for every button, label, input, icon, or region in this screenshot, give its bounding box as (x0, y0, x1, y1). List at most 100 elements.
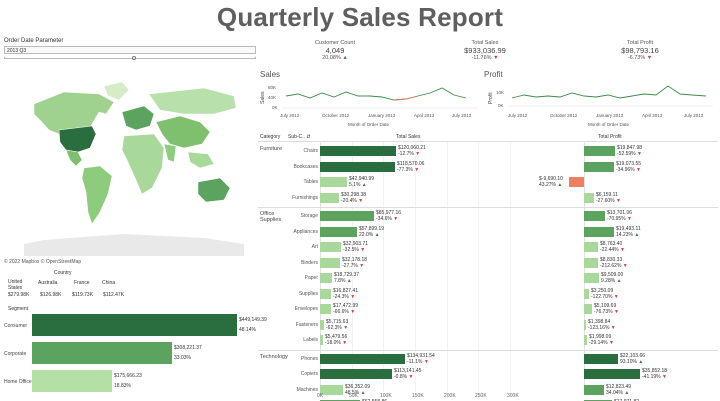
map-russia[interactable] (148, 87, 237, 115)
subcategory-label: Phones (301, 355, 318, 362)
sales-value: $30,298.38 (341, 191, 367, 198)
segment-bar[interactable] (32, 370, 112, 392)
sales-bar[interactable] (320, 384, 343, 395)
sales-bar[interactable] (320, 161, 395, 172)
trend-charts[interactable]: Sales 80K 40K 0K July 2012 October 2012 … (258, 80, 720, 130)
kpi-total-sales-value: $933,036.99 (464, 46, 506, 55)
segment-percent: 33.03% (174, 355, 191, 361)
profit-bar[interactable] (584, 242, 598, 252)
arrow-down-icon: ▼ (613, 293, 619, 300)
parameter-slider[interactable]: ‹ › (4, 55, 256, 61)
segment-header: Segment (8, 306, 29, 312)
map-africa[interactable] (121, 133, 165, 195)
header-total-profit: Total Profit (598, 134, 622, 140)
profit-label: $8,830.33 -212.62% ▼ (600, 257, 628, 269)
segment-bar[interactable] (32, 314, 237, 336)
sales-value: $5,479.56 (325, 334, 348, 340)
parameter-select[interactable]: 2013 Q3 (4, 46, 256, 54)
profit-label: $1,998.09 -29.14% ▼ (589, 334, 614, 346)
profit-bar[interactable] (584, 257, 598, 268)
sales-change: -62.3% (326, 324, 344, 331)
sales-bar[interactable] (320, 319, 324, 330)
category-table: Furniture Chairs $120,060.21 -12.7% ▼ $19,84… (258, 142, 720, 401)
map-south-america[interactable] (81, 165, 113, 225)
sales-bar[interactable] (320, 226, 357, 237)
sales-line (285, 87, 467, 101)
sales-bar[interactable] (320, 146, 396, 156)
sales-bar[interactable] (320, 257, 340, 268)
sales-value: $18,729.37 (334, 272, 360, 278)
subcategory-label: Binders (301, 259, 318, 266)
subcategory-label: Envelopes (294, 306, 318, 312)
profit-bar[interactable] (569, 177, 584, 187)
map-greenland[interactable] (103, 81, 130, 101)
sales-xtick-4: July 2013 (452, 113, 472, 118)
sales-label: $36,352.09 48.5% ▲ (345, 384, 370, 396)
map-mexico[interactable] (65, 149, 83, 167)
map-united-states[interactable] (58, 125, 97, 153)
sales-bar[interactable] (320, 177, 347, 187)
map-europe[interactable] (121, 105, 155, 131)
sales-bar[interactable] (320, 242, 341, 252)
sales-change: -18.0% (325, 340, 343, 346)
kpi-total-profit-label: Total Profit (627, 40, 653, 46)
slider-prev-icon[interactable]: ‹ (4, 55, 6, 61)
sales-bar[interactable] (320, 273, 332, 283)
profit-bar[interactable] (584, 273, 599, 283)
profit-bar[interactable] (584, 384, 604, 395)
profit-change: 43.27% (539, 182, 558, 188)
sales-bar[interactable] (320, 304, 331, 314)
header-subcategory[interactable]: Sub-C.. ⇵ (288, 134, 311, 140)
profit-bar[interactable] (584, 226, 614, 237)
profit-value: $6,159.11 (596, 191, 618, 198)
sales-change: -0.8% (394, 374, 409, 380)
segment-bar[interactable] (32, 342, 172, 364)
profit-bar[interactable] (584, 353, 618, 364)
profit-value: $12,823.49 (606, 383, 632, 390)
profit-bar[interactable] (584, 369, 640, 379)
sales-value: $5,715.63 (326, 318, 349, 325)
subcategory-label: Copiers (300, 371, 318, 377)
subcategory-label: Paper (304, 275, 318, 281)
arrow-up-icon: ▲ (616, 278, 622, 284)
country-header: Country (54, 270, 72, 276)
profit-change: -122.70% (591, 293, 614, 300)
sales-bar[interactable] (320, 211, 374, 221)
sales-bar[interactable] (320, 353, 405, 364)
map-australia[interactable] (197, 177, 231, 203)
sales-bar[interactable] (320, 335, 323, 345)
arrow-up-icon: ▲ (342, 55, 348, 61)
map-antarctica (24, 234, 244, 256)
sort-icon[interactable]: ⇵ (306, 134, 311, 140)
kpi-customer-count-value: 4,049 (325, 46, 345, 55)
profit-bar[interactable] (584, 319, 586, 330)
sales-bar[interactable] (320, 369, 392, 379)
map-india[interactable] (163, 143, 177, 163)
profit-value: $19,847.98 (617, 145, 643, 151)
axis-tick: 150K (412, 393, 424, 399)
sales-xtick-3: April 2013 (414, 113, 435, 118)
slider-handle[interactable] (132, 56, 136, 60)
world-map[interactable] (4, 64, 256, 264)
profit-bar[interactable] (584, 335, 587, 345)
profit-xtick-2: January 2013 (596, 113, 624, 118)
sales-bar[interactable] (320, 288, 331, 299)
arrow-down-icon: ▼ (408, 374, 414, 380)
sales-change: 22.0% (359, 231, 375, 238)
arrow-down-icon: ▼ (637, 151, 642, 157)
profit-bar[interactable] (584, 146, 615, 156)
profit-bar[interactable] (584, 288, 589, 299)
sales-label: $118,570.06 -77.3% ▼ (397, 161, 424, 173)
profit-bar[interactable] (584, 211, 605, 221)
profit-change: 14.23% (616, 231, 635, 238)
sales-tick-1: 40K (268, 95, 276, 100)
profit-bar[interactable] (584, 304, 592, 314)
sales-bar[interactable] (320, 192, 339, 203)
map-southeast-asia[interactable] (187, 151, 215, 169)
arrow-down-icon: ▼ (493, 55, 499, 61)
sales-line-decline (393, 95, 419, 101)
profit-bar[interactable] (584, 192, 594, 203)
map-china[interactable] (155, 115, 211, 149)
slider-next-icon[interactable]: › (254, 55, 256, 61)
profit-bar[interactable] (584, 161, 614, 172)
